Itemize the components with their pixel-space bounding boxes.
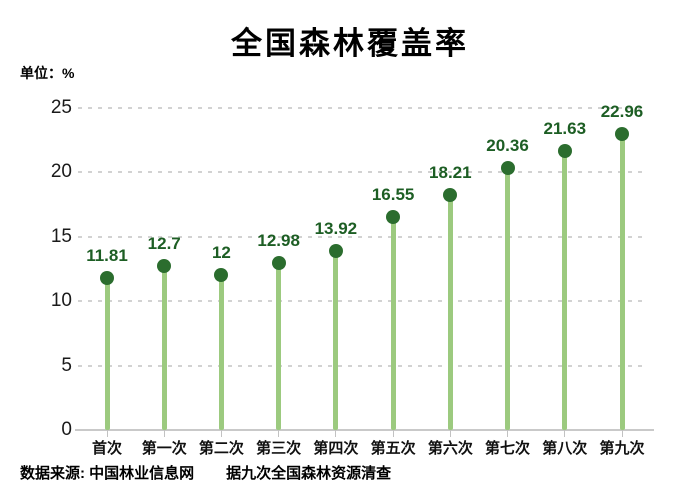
lollipop-dot-5 bbox=[328, 243, 343, 258]
ytick-label-0: 0 bbox=[61, 419, 72, 440]
lollipop-dot-4 bbox=[271, 255, 286, 270]
ytick-label-10: 10 bbox=[50, 290, 72, 312]
value-label-8: 20.36 bbox=[486, 135, 529, 155]
lollipop-stem-10 bbox=[619, 134, 625, 430]
xcat-label-9: 第八次 bbox=[542, 440, 588, 457]
gridline-25 bbox=[78, 107, 647, 109]
gridline-15 bbox=[78, 235, 647, 238]
lollipop-stem-3 bbox=[218, 275, 224, 430]
xcat-label-4: 第三次 bbox=[256, 440, 302, 457]
xcat-label-10: 第九次 bbox=[599, 440, 645, 457]
xcat-label-1: 首次 bbox=[91, 440, 122, 457]
lollipop-dot-3 bbox=[214, 268, 229, 283]
lollipop-stem-1 bbox=[104, 277, 110, 430]
xtick-mark-6 bbox=[392, 430, 394, 437]
xcat-label-8: 第七次 bbox=[485, 440, 531, 457]
value-label-6: 16.55 bbox=[371, 184, 415, 204]
xtick-mark-4 bbox=[278, 430, 280, 437]
lollipop-dot-9 bbox=[557, 144, 572, 159]
xcat-label-6: 第五次 bbox=[370, 440, 416, 457]
value-label-3: 12 bbox=[211, 243, 231, 263]
x-axis-line bbox=[75, 429, 654, 431]
lollipop-stem-5 bbox=[333, 250, 339, 430]
xtick-mark-2 bbox=[163, 430, 165, 437]
lollipop-dot-1 bbox=[100, 270, 114, 285]
survey-note-text: 据九次全国森林资源清查 bbox=[226, 465, 392, 482]
lollipop-stem-2 bbox=[161, 266, 167, 430]
value-label-7: 18.21 bbox=[429, 163, 472, 183]
chart-title: 全国森林覆盖率 bbox=[231, 26, 469, 61]
lollipop-stem-8 bbox=[505, 167, 511, 430]
chart-footer: 数据来源: 中国林业信息网 据九次全国森林资源清查 bbox=[20, 462, 391, 483]
xtick-mark-9 bbox=[564, 430, 566, 437]
ytick-label-25: 25 bbox=[50, 97, 72, 118]
ytick-label-15: 15 bbox=[50, 225, 72, 247]
xcat-label-2: 第一次 bbox=[141, 440, 187, 457]
value-label-10: 22.96 bbox=[600, 102, 644, 122]
value-label-4: 12.98 bbox=[257, 230, 300, 250]
xtick-mark-7 bbox=[449, 430, 451, 437]
lollipop-dot-10 bbox=[615, 127, 629, 142]
data-source-text: 数据来源: 中国林业信息网 bbox=[20, 465, 195, 482]
ytick-label-20: 20 bbox=[50, 161, 72, 183]
lollipop-stem-9 bbox=[562, 151, 568, 430]
value-label-9: 21.63 bbox=[543, 119, 587, 139]
lollipop-dot-7 bbox=[443, 188, 458, 203]
unit-label: 单位：% bbox=[20, 65, 75, 81]
gridline-20 bbox=[78, 171, 647, 174]
lollipop-stem-7 bbox=[447, 195, 453, 430]
lollipop-stem-6 bbox=[390, 216, 396, 430]
xcat-label-7: 第六次 bbox=[427, 440, 473, 457]
lollipop-dot-6 bbox=[386, 209, 401, 224]
xcat-label-3: 第二次 bbox=[198, 440, 244, 457]
gridline-10 bbox=[78, 300, 647, 303]
value-label-5: 13.92 bbox=[314, 218, 358, 238]
xtick-mark-8 bbox=[507, 430, 509, 437]
xtick-mark-10 bbox=[621, 430, 623, 437]
gridline-5 bbox=[78, 364, 647, 367]
lollipop-dot-2 bbox=[157, 259, 172, 274]
ytick-label-5: 5 bbox=[61, 354, 72, 376]
xtick-mark-5 bbox=[335, 430, 337, 437]
value-label-2: 12.7 bbox=[147, 234, 181, 254]
xtick-mark-1 bbox=[106, 430, 108, 437]
value-label-1: 11.81 bbox=[86, 245, 128, 265]
lollipop-stem-4 bbox=[276, 262, 282, 430]
lollipop-dot-8 bbox=[500, 160, 515, 175]
xtick-mark-3 bbox=[220, 430, 222, 437]
xcat-label-5: 第四次 bbox=[313, 440, 359, 457]
